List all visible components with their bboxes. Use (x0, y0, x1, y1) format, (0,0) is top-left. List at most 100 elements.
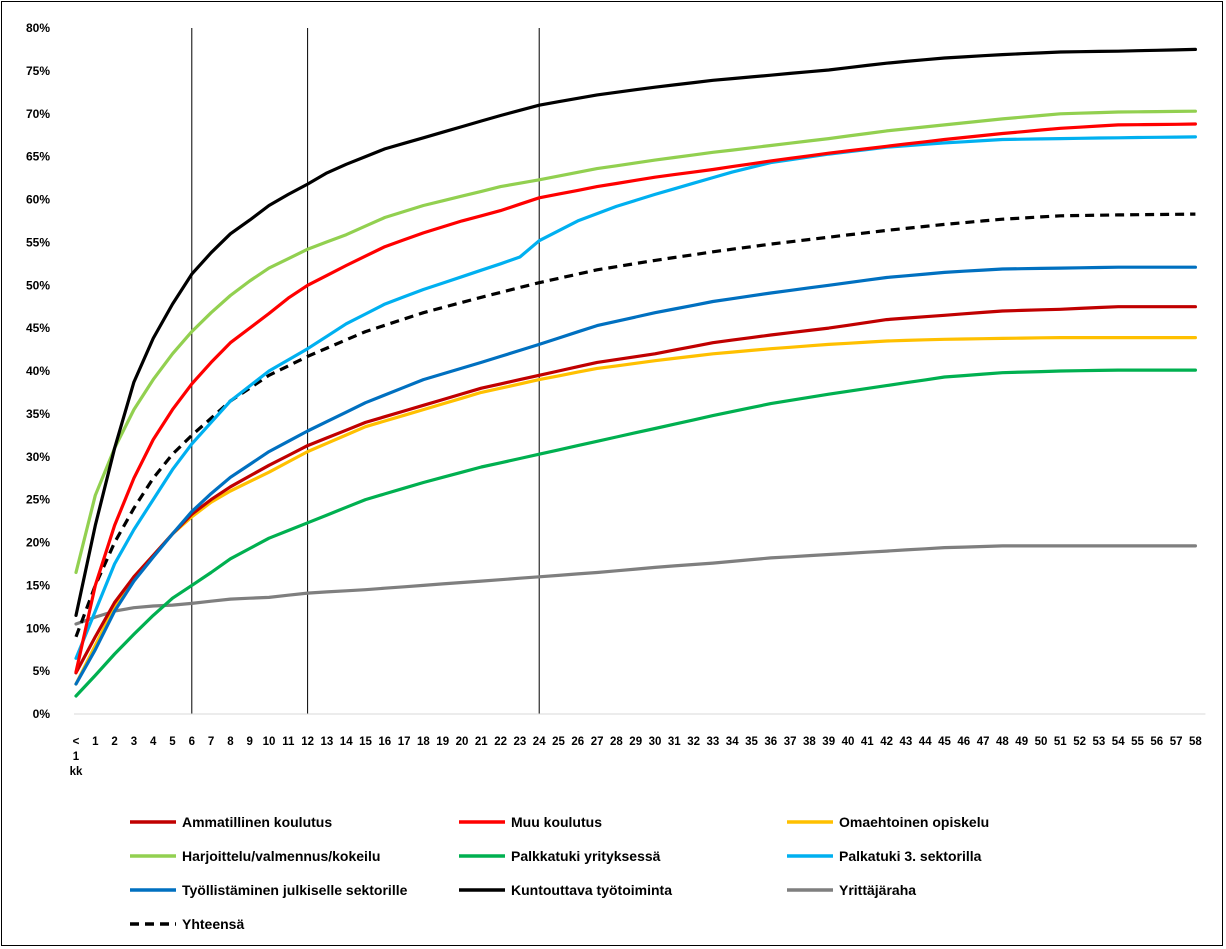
x-tick-label: 4 (150, 736, 157, 748)
series-line-8 (74, 544, 1198, 626)
x-tick-label-first: < (73, 736, 80, 748)
legend-label: Työllistäminen julkiselle sektorille (182, 882, 408, 898)
x-tick-label: 35 (745, 736, 758, 748)
x-tick-label: 14 (340, 736, 353, 748)
x-tick-label: 5 (169, 736, 176, 748)
y-tick-label: 10% (26, 621, 50, 635)
x-tick-label: 1 (92, 736, 99, 748)
y-tick-label: 30% (26, 450, 50, 464)
series-lines (74, 47, 1198, 698)
x-tick-label: 18 (417, 736, 430, 748)
y-axis-ticks: 0% 5% 10% 15% 20% 25% 30% 35% 40% 45% 50% 55% 60% 65%… (26, 21, 50, 721)
x-tick-label: 8 (227, 736, 234, 748)
x-tick-label: 53 (1093, 736, 1106, 748)
x-tick-label: 9 (246, 736, 252, 748)
x-tick-label: 26 (571, 736, 584, 748)
x-tick-label: 47 (977, 736, 990, 748)
x-tick-label: 39 (822, 736, 835, 748)
x-tick-label: 33 (707, 736, 720, 748)
x-tick-label: 49 (1015, 736, 1028, 748)
x-tick-label: 29 (629, 736, 642, 748)
y-tick-label: 0% (33, 707, 51, 721)
x-tick-label: 55 (1131, 736, 1144, 748)
legend-label: Palkkatuki yrityksessä (511, 848, 661, 864)
x-tick-label-first: kk (70, 766, 83, 778)
x-tick-label: 54 (1112, 736, 1125, 748)
y-tick-label: 5% (33, 664, 51, 678)
x-tick-label: 11 (282, 736, 295, 748)
y-tick-label: 45% (26, 321, 50, 335)
series-line-9 (74, 212, 1196, 638)
legend-label: Palkatuki 3. sektorilla (839, 848, 982, 864)
y-tick-label: 55% (26, 235, 50, 249)
x-tick-label: 45 (938, 736, 951, 748)
series-line-4 (74, 368, 1198, 698)
series-line-5 (74, 135, 1198, 660)
x-tick-label: 31 (668, 736, 681, 748)
x-tick-label: 38 (803, 736, 816, 748)
x-tick-label: 58 (1189, 736, 1202, 748)
x-tick-label: 46 (957, 736, 970, 748)
y-tick-label: 35% (26, 407, 50, 421)
x-tick-label: 12 (301, 736, 314, 748)
x-tick-label: 25 (552, 736, 565, 748)
x-tick-label: 3 (131, 736, 137, 748)
y-tick-label: 40% (26, 364, 50, 378)
x-tick-label: 13 (321, 736, 334, 748)
legend-label: Harjoittelu/valmennus/kokeilu (182, 848, 380, 864)
y-tick-label: 80% (26, 21, 50, 35)
y-tick-label: 15% (26, 578, 50, 592)
x-tick-label: 10 (263, 736, 276, 748)
series-line-6 (74, 265, 1198, 686)
x-tick-label: 48 (996, 736, 1009, 748)
series-line-0 (74, 305, 1198, 675)
x-tick-label: 43 (900, 736, 913, 748)
x-tick-label: 24 (533, 736, 546, 748)
y-tick-label: 65% (26, 150, 50, 164)
x-tick-label: 28 (610, 736, 623, 748)
legend-label: Muu koulutus (511, 814, 602, 830)
reference-lines (191, 28, 540, 714)
x-tick-label: 7 (208, 736, 214, 748)
x-tick-label: 52 (1073, 736, 1086, 748)
x-tick-label: 51 (1054, 736, 1067, 748)
series-line-7 (74, 47, 1198, 618)
x-tick-label: 37 (784, 736, 797, 748)
x-tick-label: 17 (398, 736, 411, 748)
y-tick-label: 50% (26, 278, 50, 292)
x-tick-label: 56 (1150, 736, 1163, 748)
series-line-1 (74, 122, 1198, 674)
y-tick-label: 20% (26, 536, 50, 550)
x-tick-label: 19 (436, 736, 449, 748)
legend-label: Omaehtoinen opiskelu (839, 814, 989, 830)
x-tick-label: 22 (494, 736, 507, 748)
legend-label: Yrittäjäraha (839, 882, 916, 898)
legend-label: Kuntouttava työtoiminta (511, 882, 672, 898)
y-tick-label: 75% (26, 64, 50, 78)
x-tick-label: 30 (649, 736, 662, 748)
x-tick-label: 2 (111, 736, 117, 748)
x-tick-label: 44 (919, 736, 932, 748)
x-tick-label: 20 (456, 736, 469, 748)
x-tick-label: 50 (1035, 736, 1048, 748)
y-tick-label: 70% (26, 107, 50, 121)
x-tick-label: 16 (378, 736, 391, 748)
x-tick-label: 23 (514, 736, 527, 748)
legend: Ammatillinen koulutus Muu koulutus Omaehto… (130, 814, 989, 932)
x-tick-label: 15 (359, 736, 372, 748)
x-tick-label: 41 (861, 736, 874, 748)
x-tick-label: 34 (726, 736, 739, 748)
y-tick-label: 60% (26, 193, 50, 207)
y-tick-label: 25% (26, 493, 50, 507)
legend-label: Yhteensä (182, 916, 244, 932)
x-tick-label: 42 (880, 736, 893, 748)
series-line-2 (74, 336, 1198, 686)
series-line-3 (74, 109, 1198, 575)
legend-label: Ammatillinen koulutus (182, 814, 332, 830)
x-tick-label: 57 (1170, 736, 1183, 748)
x-tick-label: 36 (764, 736, 777, 748)
x-tick-label-first: 1 (73, 751, 80, 763)
